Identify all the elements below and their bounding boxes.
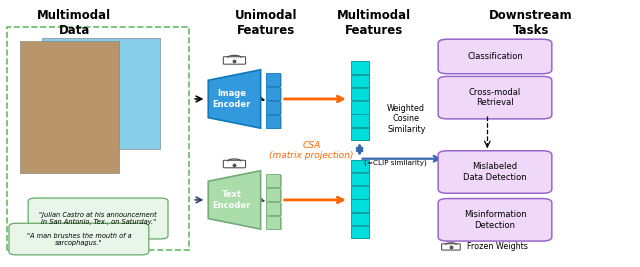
FancyBboxPatch shape (268, 102, 282, 115)
FancyBboxPatch shape (351, 213, 369, 225)
Text: Weighted
Cosine
Similarity: Weighted Cosine Similarity (387, 104, 426, 134)
FancyBboxPatch shape (266, 101, 280, 114)
Text: Classification: Classification (467, 52, 523, 61)
FancyBboxPatch shape (20, 41, 119, 173)
FancyBboxPatch shape (266, 87, 280, 100)
FancyBboxPatch shape (9, 223, 149, 255)
Text: Text
Encoder: Text Encoder (212, 190, 251, 210)
FancyBboxPatch shape (351, 88, 369, 100)
FancyBboxPatch shape (353, 62, 371, 74)
Text: Misinformation
Detection: Misinformation Detection (463, 210, 526, 230)
Text: Cross-modal
Retrieval: Cross-modal Retrieval (469, 88, 521, 107)
FancyBboxPatch shape (353, 227, 371, 239)
FancyBboxPatch shape (266, 73, 280, 86)
FancyBboxPatch shape (353, 115, 371, 128)
FancyBboxPatch shape (28, 198, 168, 239)
FancyBboxPatch shape (438, 39, 552, 74)
Text: "Julian Castro at his announcement
in San Antonio, Tex., on Saturday.": "Julian Castro at his announcement in Sa… (39, 212, 157, 225)
FancyBboxPatch shape (353, 89, 371, 101)
Text: Downstream
Tasks: Downstream Tasks (489, 9, 573, 37)
FancyBboxPatch shape (351, 114, 369, 127)
Polygon shape (208, 70, 260, 128)
FancyBboxPatch shape (351, 199, 369, 212)
FancyBboxPatch shape (438, 151, 552, 193)
Text: Mislabeled
Data Detection: Mislabeled Data Detection (463, 162, 527, 182)
FancyBboxPatch shape (266, 115, 280, 128)
FancyBboxPatch shape (268, 203, 282, 216)
FancyBboxPatch shape (266, 174, 280, 187)
FancyBboxPatch shape (353, 102, 371, 114)
FancyBboxPatch shape (268, 217, 282, 230)
FancyBboxPatch shape (268, 116, 282, 129)
FancyBboxPatch shape (351, 101, 369, 113)
Text: Multimodal
Data: Multimodal Data (37, 9, 111, 37)
FancyBboxPatch shape (353, 200, 371, 213)
FancyBboxPatch shape (353, 128, 371, 141)
FancyBboxPatch shape (268, 189, 282, 202)
FancyBboxPatch shape (353, 160, 371, 173)
FancyBboxPatch shape (266, 188, 280, 201)
Text: Frozen Weights: Frozen Weights (467, 242, 528, 252)
Polygon shape (208, 171, 260, 229)
FancyBboxPatch shape (266, 216, 280, 229)
FancyBboxPatch shape (266, 202, 280, 215)
FancyBboxPatch shape (268, 74, 282, 87)
FancyBboxPatch shape (442, 244, 460, 250)
FancyBboxPatch shape (351, 186, 369, 199)
FancyBboxPatch shape (268, 175, 282, 188)
Text: Unimodal
Features: Unimodal Features (234, 9, 297, 37)
FancyBboxPatch shape (353, 174, 371, 186)
FancyBboxPatch shape (351, 74, 369, 87)
Text: Image
Encoder: Image Encoder (212, 89, 251, 109)
FancyBboxPatch shape (351, 226, 369, 238)
FancyBboxPatch shape (353, 75, 371, 88)
Text: Multimodal
Features: Multimodal Features (337, 9, 412, 37)
Text: "A man brushes the mouth of a
sarcophagus.": "A man brushes the mouth of a sarcophagu… (27, 233, 131, 246)
Text: (=CLIP similarity): (=CLIP similarity) (364, 160, 427, 167)
FancyBboxPatch shape (223, 160, 246, 168)
FancyBboxPatch shape (353, 213, 371, 226)
FancyBboxPatch shape (268, 88, 282, 101)
FancyBboxPatch shape (351, 61, 369, 74)
FancyBboxPatch shape (351, 159, 369, 172)
FancyBboxPatch shape (353, 187, 371, 199)
FancyBboxPatch shape (223, 57, 246, 64)
FancyBboxPatch shape (438, 199, 552, 241)
FancyBboxPatch shape (438, 76, 552, 119)
FancyBboxPatch shape (351, 128, 369, 140)
FancyBboxPatch shape (351, 173, 369, 185)
FancyBboxPatch shape (42, 38, 161, 150)
Text: CSA
(matrix projection): CSA (matrix projection) (269, 141, 354, 160)
